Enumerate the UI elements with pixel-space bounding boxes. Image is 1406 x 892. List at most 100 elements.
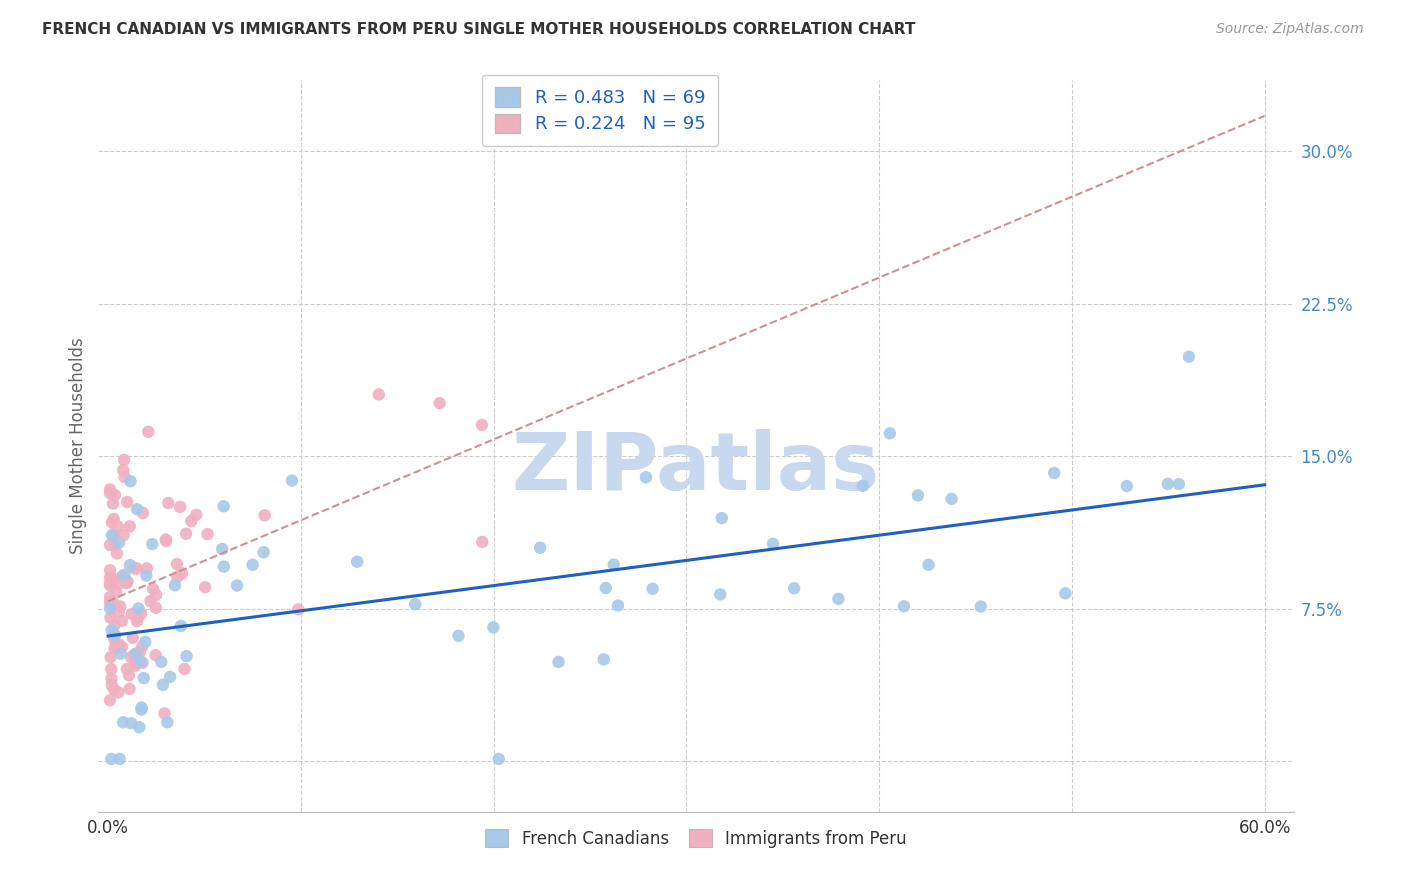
Point (120, 650, 142, 665)
Point (488, 752, 510, 766)
Point (112, 453, 135, 467)
Point (98, 570, 121, 584)
Point (170, 566, 193, 581)
Point (547, 655, 569, 669)
Point (98, 576, 121, 591)
Point (108, 599, 131, 614)
Point (132, 671, 155, 685)
Point (98, 538, 121, 552)
Point (125, 614, 148, 628)
Point (131, 700, 153, 714)
Point (124, 561, 146, 575)
Point (907, 488, 929, 502)
Point (602, 558, 624, 572)
Point (242, 558, 264, 572)
Point (120, 716, 142, 731)
Point (98, 590, 121, 604)
Point (124, 656, 146, 670)
Point (107, 685, 129, 699)
Point (103, 632, 125, 646)
Point (893, 599, 915, 614)
Point (132, 506, 155, 520)
Point (595, 581, 617, 595)
Point (98, 486, 121, 500)
Point (1043, 466, 1066, 480)
Point (105, 585, 128, 599)
Point (98, 601, 121, 615)
Point (125, 561, 148, 575)
Point (155, 533, 177, 547)
Point (150, 655, 173, 669)
Point (111, 640, 134, 654)
Point (429, 396, 451, 410)
Point (128, 645, 150, 659)
Point (111, 614, 134, 628)
Point (108, 535, 131, 549)
Point (110, 647, 132, 661)
Point (112, 528, 135, 542)
Point (111, 569, 134, 583)
Point (100, 662, 122, 676)
Point (101, 528, 124, 542)
Point (100, 623, 122, 637)
Point (607, 599, 630, 613)
Point (709, 587, 731, 601)
Point (1178, 350, 1201, 364)
Point (103, 528, 125, 542)
Point (139, 594, 162, 608)
Point (287, 602, 309, 616)
Point (117, 574, 139, 589)
Point (135, 568, 157, 582)
Point (120, 475, 142, 489)
Point (970, 599, 993, 614)
Point (98, 578, 121, 592)
Point (226, 578, 249, 592)
Point (134, 635, 156, 649)
Point (103, 597, 125, 611)
Point (112, 715, 135, 730)
Point (176, 649, 198, 664)
Point (166, 557, 188, 571)
Text: ZIPatlas: ZIPatlas (512, 429, 880, 507)
Point (166, 570, 188, 584)
Point (471, 417, 494, 432)
Point (124, 658, 146, 673)
Point (367, 387, 389, 401)
Point (212, 500, 235, 514)
Point (135, 561, 157, 575)
Point (105, 640, 128, 654)
Point (471, 534, 494, 549)
Point (212, 559, 235, 574)
Point (174, 526, 197, 541)
Point (98, 595, 121, 609)
Text: FRENCH CANADIAN VS IMMIGRANTS FROM PERU SINGLE MOTHER HOUSEHOLDS CORRELATION CHA: FRENCH CANADIAN VS IMMIGRANTS FROM PERU … (42, 22, 915, 37)
Point (104, 618, 127, 632)
Point (180, 514, 202, 528)
Point (145, 600, 167, 615)
Point (114, 567, 136, 582)
Point (592, 652, 614, 666)
Point (141, 537, 163, 551)
Point (783, 582, 806, 596)
Point (107, 605, 129, 619)
Point (281, 474, 304, 488)
Point (112, 463, 135, 477)
Point (127, 601, 149, 615)
Point (169, 500, 191, 514)
Point (129, 607, 152, 621)
Point (1167, 477, 1189, 491)
Point (1157, 476, 1180, 491)
Point (1054, 586, 1077, 600)
Point (104, 628, 127, 642)
Point (253, 545, 276, 559)
Point (115, 662, 138, 676)
Point (100, 672, 122, 686)
Point (117, 495, 139, 509)
Point (827, 591, 849, 606)
Y-axis label: Single Mother Households: Single Mother Households (69, 338, 87, 554)
Point (641, 582, 664, 596)
Point (118, 558, 141, 573)
Point (108, 752, 131, 766)
Point (100, 650, 122, 665)
Point (98, 563, 121, 577)
